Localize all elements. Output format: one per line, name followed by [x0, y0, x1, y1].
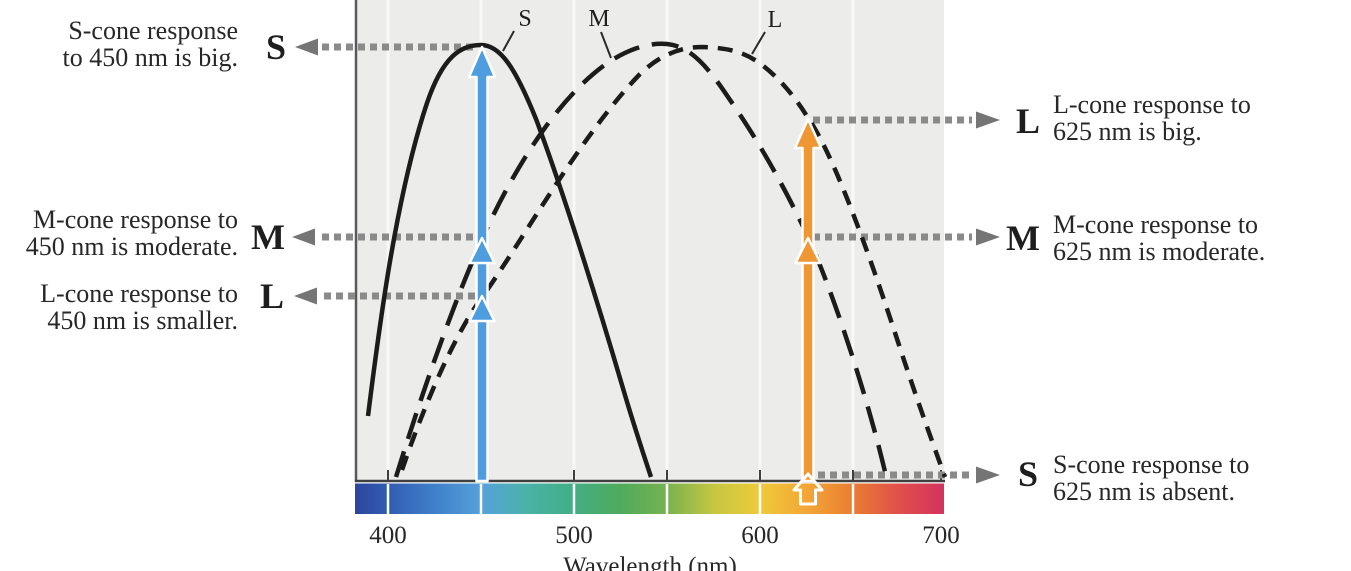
annotation-text-line: 625 nm is absent. [1053, 477, 1235, 506]
right-arrowhead-icon [976, 228, 1000, 246]
annotation-text-line: 625 nm is moderate. [1053, 237, 1266, 266]
right-arrowhead-icon [976, 466, 1000, 484]
cone-letter-left-s: S [265, 27, 287, 67]
orange-arrow-625nm [793, 117, 823, 483]
x-axis-label: Wavelength (nm) [563, 553, 737, 571]
annotation-text-line: M-cone response to [1053, 210, 1259, 239]
annotation-text-line: S-cone response [68, 16, 238, 45]
annotation-left-s: S-cone response to 450 nm is big. [0, 17, 238, 71]
x-tick-600: 600 [741, 522, 779, 549]
annotation-text-line: S-cone response to [1053, 450, 1250, 479]
annotation-text-line: M-cone response to [32, 205, 238, 234]
blue-arrowhead-l-level-icon [468, 294, 496, 323]
annotation-text-line: 450 nm is smaller. [47, 306, 238, 335]
curve-label-pointers [502, 30, 766, 59]
curve-label-m: M [588, 6, 610, 32]
curve-label-l: L [767, 7, 783, 33]
dotted-callout-arrowheads [292, 38, 1000, 484]
left-arrowhead-icon [292, 228, 315, 246]
s-cone-curve [365, 42, 654, 478]
blue-arrowhead-m-level-icon [468, 236, 496, 265]
x-tick-400: 400 [369, 522, 407, 549]
cone-letter-left-m: M [251, 217, 285, 257]
right-arrowhead-icon [976, 111, 1000, 129]
annotation-text-line: 625 nm is big. [1053, 117, 1202, 146]
plot-panel-background [355, 0, 944, 482]
x-tick-700: 700 [922, 522, 960, 549]
x-tick-500: 500 [555, 522, 593, 549]
orange-arrowhead-m-level-icon [794, 236, 822, 265]
annotation-right-l: L-cone response to 625 nm is big. [1053, 91, 1251, 145]
annotation-text-line: L-cone response to [40, 279, 238, 308]
annotation-text-line: to 450 nm is big. [62, 43, 238, 72]
left-arrowhead-icon [294, 287, 317, 305]
left-arrowhead-icon [295, 38, 318, 56]
annotation-text-line: 450 nm is moderate. [25, 232, 238, 261]
orange-arrow-shaft [793, 117, 823, 483]
hollow-up-arrow-icon [792, 472, 824, 506]
cone-letter-right-s: S [1017, 454, 1039, 494]
dotted-callout-lines [322, 43, 972, 479]
annotation-right-m: M-cone response to 625 nm is moderate. [1053, 211, 1265, 265]
annotation-right-s: S-cone response to 625 nm is absent. [1053, 451, 1249, 505]
annotation-text-line: L-cone response to [1053, 90, 1251, 119]
spectrum-bar [355, 483, 944, 514]
annotation-left-l: L-cone response to 450 nm is smaller. [0, 280, 238, 334]
cone-letter-right-m: M [1006, 218, 1040, 258]
annotation-left-m: M-cone response to 450 nm is moderate. [0, 206, 238, 260]
blue-arrow-450nm [467, 45, 497, 483]
cone-letter-left-l: L [259, 276, 285, 316]
cone-letter-right-l: L [1015, 101, 1041, 141]
curve-label-s: S [518, 6, 532, 32]
spectrum-bar-separators [386, 484, 855, 514]
l-cone-curve [399, 44, 948, 478]
